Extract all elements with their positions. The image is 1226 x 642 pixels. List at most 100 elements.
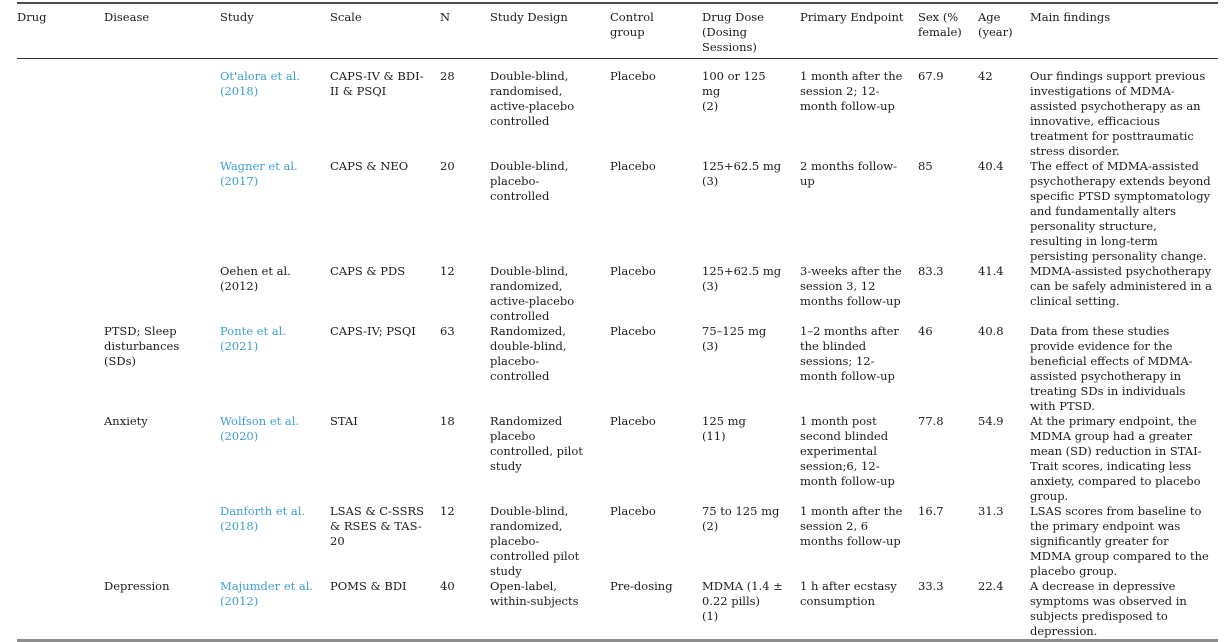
col-header-n: N	[440, 3, 490, 59]
dose-sessions: (3)	[702, 174, 719, 188]
cell-sex: 16.7	[918, 504, 944, 518]
table-row: Danforth et al. (2018) LSAS & C-SSRS & R…	[17, 504, 1218, 579]
study-citation-link[interactable]: Wolfson et al. (2020)	[220, 414, 300, 443]
table-header-row: Drug Disease Study Scale N Study Design …	[17, 3, 1218, 59]
cell-scale: CAPS & NEO	[330, 159, 409, 173]
dose-sessions: (2)	[702, 99, 719, 113]
col-header-sex: Sex (% female)	[918, 3, 978, 59]
cell-disease	[104, 159, 220, 264]
cell-drug	[17, 159, 104, 264]
cell-sex: 33.3	[918, 579, 944, 593]
col-header-age: Age (year)	[978, 3, 1030, 59]
cell-disease	[104, 504, 220, 579]
cell-drug-dose: 75 to 125 mg (2)	[702, 504, 800, 579]
col-header-study-design: Study Design	[490, 3, 610, 59]
dose-amount: 125 mg	[702, 414, 746, 428]
dose-amount: 125+62.5 mg	[702, 159, 782, 173]
cell-study-design: Randomized, double-blind, placebo-contro…	[490, 324, 567, 383]
col-header-scale: Scale	[330, 3, 440, 59]
cell-n: 40	[440, 579, 455, 593]
cell-scale: LSAS & C-SSRS & RSES & TAS-20	[330, 504, 425, 548]
cell-disease	[104, 264, 220, 324]
cell-scale: POMS & BDI	[330, 579, 407, 593]
cell-age: 31.3	[978, 504, 1004, 518]
cell-control-group: Placebo	[610, 414, 656, 428]
table-row: Ot'alora et al. (2018) CAPS-IV & BDI-II …	[17, 59, 1218, 160]
cell-study-design: Open-label, within-subjects	[490, 579, 579, 608]
dose-sessions: (11)	[702, 429, 726, 443]
cell-drug-dose: MDMA (1.4 ± 0.22 pills) (1)	[702, 579, 800, 641]
cell-primary-endpoint: 1 month after the session 2, 6 months fo…	[800, 504, 903, 548]
cell-sex: 46	[918, 324, 933, 338]
cell-drug-dose: 100 or 125 mg (2)	[702, 59, 800, 160]
cell-primary-endpoint: 1 month after the session 2; 12-month fo…	[800, 69, 903, 113]
table-row: Oehen et al. (2012) CAPS & PDS 12 Double…	[17, 264, 1218, 324]
cell-scale: STAI	[330, 414, 358, 428]
cell-control-group: Pre-dosing	[610, 579, 673, 593]
cell-drug	[17, 414, 104, 504]
study-citation-text: Oehen et al. (2012)	[220, 264, 291, 293]
cell-study-design: Double-blind, randomized, active-placebo…	[490, 264, 575, 323]
dose-sessions: (1)	[702, 609, 719, 623]
cell-disease: Depression	[104, 579, 170, 593]
col-header-disease: Disease	[104, 3, 220, 59]
table-row: Wagner et al. (2017) CAPS & NEO 20 Doubl…	[17, 159, 1218, 264]
cell-drug-dose: 125+62.5 mg (3)	[702, 159, 800, 264]
cell-primary-endpoint: 1 h after ecstasy consumption	[800, 579, 897, 608]
dose-sessions: (3)	[702, 279, 719, 293]
study-citation-link[interactable]: Ot'alora et al. (2018)	[220, 69, 300, 98]
cell-drug	[17, 59, 104, 160]
cell-drug-dose: 75–125 mg (3)	[702, 324, 800, 414]
cell-age: 41.4	[978, 264, 1004, 278]
study-citation-link[interactable]: Majumder et al. (2012)	[220, 579, 314, 608]
cell-main-findings: MDMA-assisted psychotherapy can be safel…	[1030, 264, 1212, 308]
cell-drug	[17, 504, 104, 579]
cell-age: 54.9	[978, 414, 1004, 428]
cell-n: 12	[440, 264, 455, 278]
cell-sex: 83.3	[918, 264, 944, 278]
cell-control-group: Placebo	[610, 324, 656, 338]
cell-disease	[104, 59, 220, 160]
cell-scale: CAPS & PDS	[330, 264, 406, 278]
dose-amount: 125+62.5 mg	[702, 264, 782, 278]
col-header-main-findings: Main findings	[1030, 3, 1218, 59]
col-header-primary-endpoint: Primary Endpoint	[800, 3, 918, 59]
cell-age: 42	[978, 69, 993, 83]
col-header-drug: Drug	[17, 3, 104, 59]
cell-sex: 67.9	[918, 69, 944, 83]
cell-age: 40.4	[978, 159, 1004, 173]
cell-primary-endpoint: 1–2 months after the blinded sessions; 1…	[800, 324, 899, 383]
cell-study-design: Double-blind, placebo-controlled	[490, 159, 569, 203]
cell-study-design: Double-blind, randomised, active-placebo…	[490, 69, 575, 128]
cell-main-findings: Data from these studies provide evidence…	[1030, 324, 1193, 413]
cell-age: 40.8	[978, 324, 1004, 338]
study-citation-link[interactable]: Danforth et al. (2018)	[220, 504, 306, 533]
cell-disease: Anxiety	[104, 414, 148, 428]
table-row: PTSD; Sleep disturbances (SDs) Ponte et …	[17, 324, 1218, 414]
cell-sex: 85	[918, 159, 933, 173]
cell-n: 20	[440, 159, 455, 173]
cell-sex: 77.8	[918, 414, 944, 428]
dose-sessions: (2)	[702, 519, 719, 533]
cell-control-group: Placebo	[610, 69, 656, 83]
cell-n: 18	[440, 414, 455, 428]
cell-scale: CAPS-IV; PSQI	[330, 324, 416, 338]
study-citation-link[interactable]: Ponte et al. (2021)	[220, 324, 286, 353]
study-citation-link[interactable]: Wagner et al. (2017)	[220, 159, 298, 188]
cell-primary-endpoint: 1 month post second blinded experimental…	[800, 414, 895, 488]
cell-main-findings: A decrease in depressive symptoms was ob…	[1030, 579, 1187, 638]
cell-study: Wagner et al. (2017)	[220, 159, 330, 264]
cell-study-design: Randomized placebo controlled, pilot stu…	[490, 414, 583, 473]
cell-study: Ponte et al. (2021)	[220, 324, 330, 414]
cell-main-findings: At the primary endpoint, the MDMA group …	[1030, 414, 1202, 503]
cell-study: Wolfson et al. (2020)	[220, 414, 330, 504]
cell-control-group: Placebo	[610, 159, 656, 173]
studies-table: Drug Disease Study Scale N Study Design …	[17, 2, 1218, 642]
cell-primary-endpoint: 3-weeks after the session 3, 12 months f…	[800, 264, 902, 308]
cell-drug	[17, 324, 104, 414]
cell-study-design: Double-blind, randomized, placebo-contro…	[490, 504, 580, 578]
col-header-study: Study	[220, 3, 330, 59]
dose-amount: 75–125 mg	[702, 324, 767, 338]
cell-main-findings: Our findings support previous investigat…	[1030, 69, 1206, 158]
cell-drug	[17, 579, 104, 641]
